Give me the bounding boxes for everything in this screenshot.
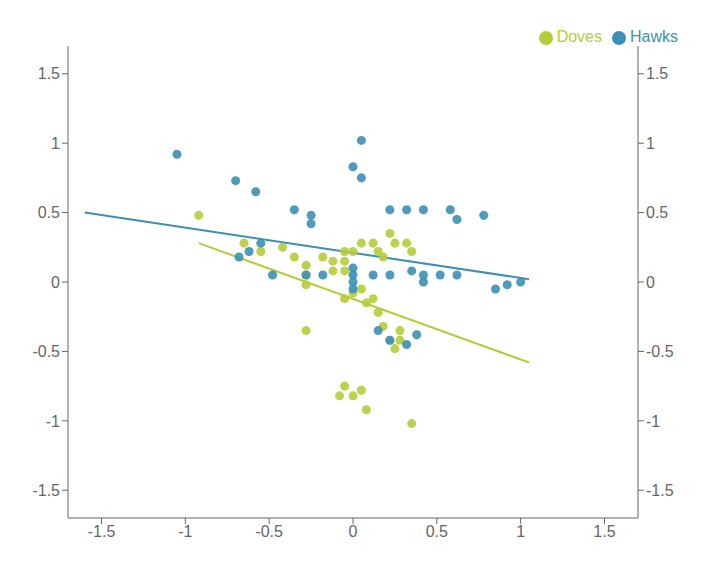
svg-text:0: 0 bbox=[51, 274, 60, 291]
svg-text:-1.5: -1.5 bbox=[32, 482, 60, 499]
svg-text:-0.5: -0.5 bbox=[646, 343, 674, 360]
svg-text:-1: -1 bbox=[646, 413, 660, 430]
html-text:Hawks: Hawks bbox=[630, 28, 678, 45]
svg-text:0.5: 0.5 bbox=[38, 204, 60, 221]
svg-text:1: 1 bbox=[646, 135, 655, 152]
svg-text:-1: -1 bbox=[178, 523, 192, 540]
svg-text:-1.5: -1.5 bbox=[88, 523, 116, 540]
svg-text:-1.5: -1.5 bbox=[646, 482, 674, 499]
svg-text:-0.5: -0.5 bbox=[255, 523, 283, 540]
svg-text:0: 0 bbox=[646, 274, 655, 291]
svg-text:-0.5: -0.5 bbox=[32, 343, 60, 360]
svg-text:1: 1 bbox=[51, 135, 60, 152]
svg-text:1.5: 1.5 bbox=[593, 523, 615, 540]
html-text:Doves: Doves bbox=[556, 28, 602, 45]
svg-text:1: 1 bbox=[516, 523, 525, 540]
svg-text:0.5: 0.5 bbox=[646, 204, 668, 221]
svg-text:-1: -1 bbox=[46, 413, 60, 430]
svg-text:0: 0 bbox=[349, 523, 358, 540]
svg-text:0.5: 0.5 bbox=[426, 523, 448, 540]
svg-text:1.5: 1.5 bbox=[646, 65, 668, 82]
svg-text:1.5: 1.5 bbox=[38, 65, 60, 82]
